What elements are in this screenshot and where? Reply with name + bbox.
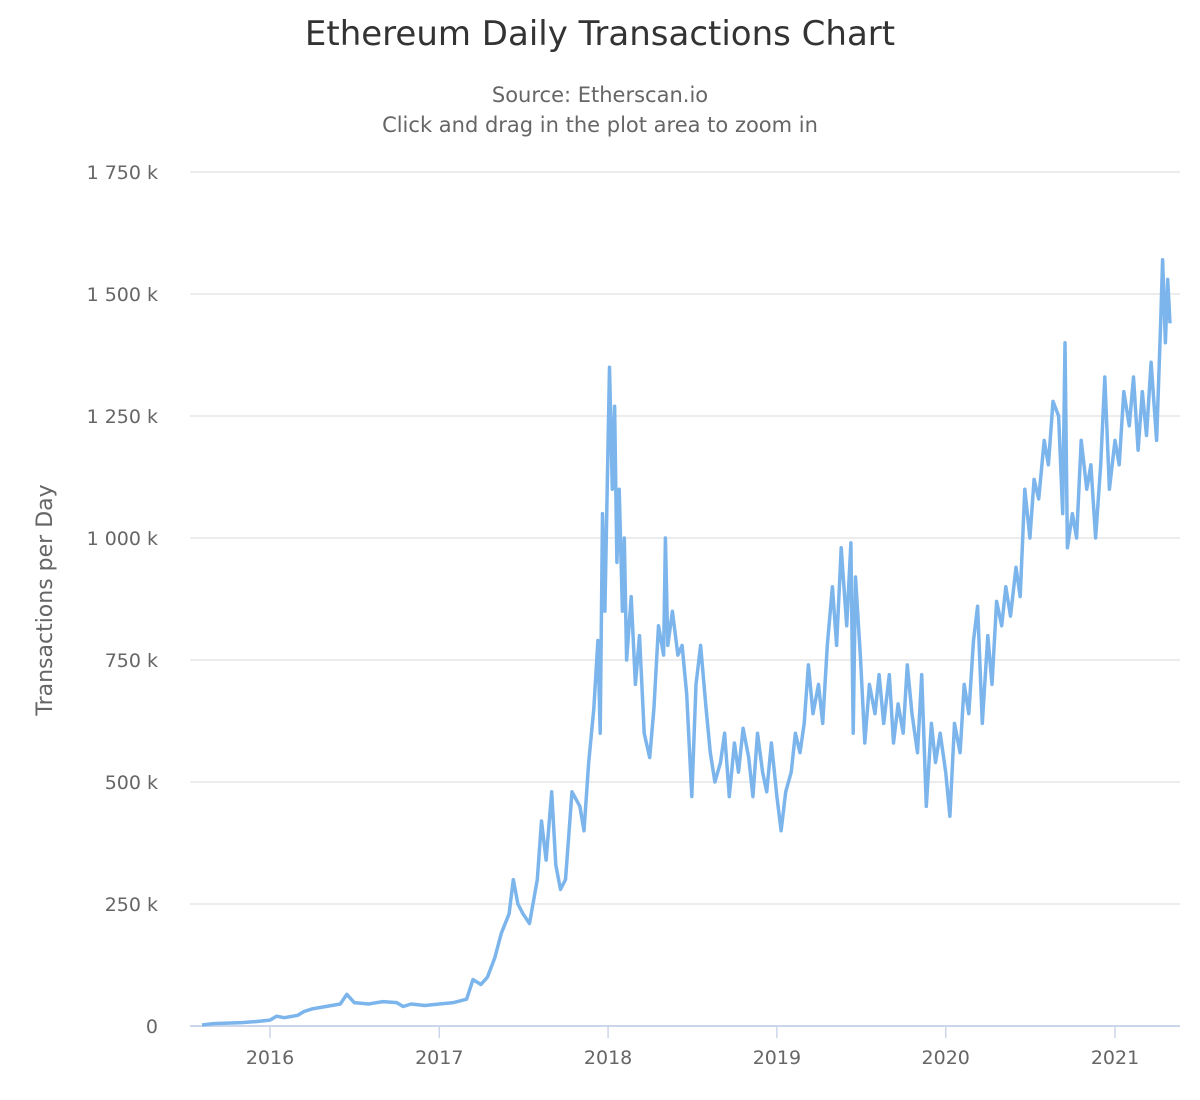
x-tick-label: 2019: [753, 1047, 801, 1069]
series-line-transactions[interactable]: [201, 258, 1172, 1027]
y-tick-label: 1 500 k: [87, 284, 158, 306]
y-axis-title: Transactions per Day: [33, 484, 58, 716]
y-tick-label: 1 250 k: [87, 406, 158, 428]
chart-title: Ethereum Daily Transactions Chart: [304, 14, 896, 54]
x-tick-label: 2021: [1091, 1047, 1139, 1069]
x-tick-label: 2017: [415, 1047, 463, 1069]
x-tick-label: 2016: [246, 1047, 294, 1069]
chart-subtitle-source: Source: Etherscan.io: [491, 83, 709, 107]
y-tick-label: 1 750 k: [87, 162, 158, 184]
x-tick-label: 2018: [584, 1047, 632, 1069]
y-tick-label: 750 k: [105, 650, 158, 672]
y-tick-label: 1 000 k: [87, 528, 158, 550]
y-tick-label: 500 k: [105, 772, 158, 794]
y-tick-label: 0: [146, 1016, 158, 1038]
chart-subtitle-hint: Click and drag in the plot area to zoom …: [382, 113, 818, 137]
y-tick-label: 250 k: [105, 894, 158, 916]
x-tick-label: 2020: [922, 1047, 970, 1069]
